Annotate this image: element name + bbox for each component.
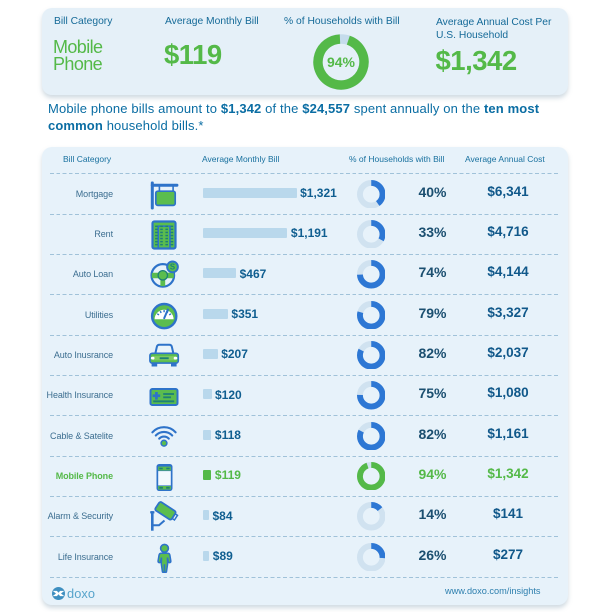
svg-text:94%: 94% [327,54,356,70]
svg-text:S: S [169,263,174,272]
